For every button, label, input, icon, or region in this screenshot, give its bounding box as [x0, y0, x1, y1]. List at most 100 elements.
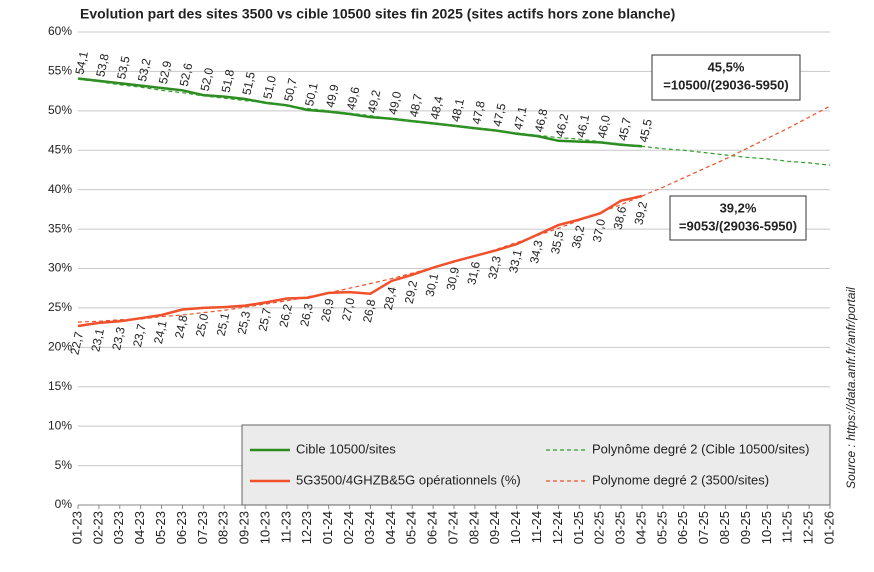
x-tick-label: 10-25: [759, 511, 774, 544]
x-tick-label: 10-23: [257, 511, 272, 544]
data-label: 49,2: [365, 88, 384, 114]
data-label: 25,3: [235, 310, 254, 336]
x-tick-label: 08-24: [466, 511, 481, 544]
y-tick-label: 60%: [48, 24, 72, 38]
data-label: 27,0: [339, 296, 358, 322]
data-label: 49,6: [344, 85, 363, 111]
series-line: [77, 77, 643, 148]
x-tick-label: 11-24: [529, 511, 544, 543]
data-label: 52,6: [177, 62, 196, 88]
y-tick-label: 15%: [48, 379, 72, 393]
x-tick-label: 07-24: [445, 511, 460, 544]
y-tick-label: 45%: [48, 142, 72, 156]
data-label: 38,6: [611, 205, 630, 231]
data-label: 45,7: [615, 116, 634, 142]
data-label: 23,1: [88, 327, 107, 353]
x-tick-label: 05-23: [153, 511, 168, 544]
data-label: 24,8: [172, 314, 191, 340]
data-label: 49,0: [386, 90, 405, 116]
data-label: 31,6: [464, 260, 483, 286]
data-label: 29,2: [402, 279, 421, 305]
x-tick-label: 03-24: [362, 511, 377, 544]
data-label: 28,4: [381, 285, 400, 311]
data-label: 25,7: [255, 306, 274, 332]
x-tick-label: 02-23: [90, 511, 105, 544]
x-tick-label: 02-25: [592, 511, 607, 544]
y-tick-label: 10%: [48, 418, 72, 432]
chart-title: Evolution part des sites 3500 vs cible 1…: [80, 6, 675, 22]
data-label: 49,9: [323, 83, 342, 109]
data-label: 50,1: [302, 81, 321, 107]
x-tick-label: 04-23: [132, 511, 147, 544]
x-tick-label: 06-24: [425, 511, 440, 544]
annotation-box: [669, 195, 807, 241]
x-tick-label: 07-23: [195, 511, 210, 544]
data-label: 51,5: [239, 70, 258, 96]
x-tick-label: 08-23: [216, 511, 231, 544]
legend-label: Cible 10500/sites: [296, 441, 396, 456]
legend-label: 5G3500/4GHZB&5G opérationnels (%): [296, 472, 521, 487]
x-tick-label: 04-25: [633, 511, 648, 544]
x-tick-label: 09-23: [237, 511, 252, 544]
x-tick-label: 12-25: [801, 511, 816, 544]
data-label: 48,1: [448, 97, 467, 123]
source: Source : https://data.anfr.fr/anfr/porta…: [844, 287, 858, 489]
data-label: 48,4: [427, 95, 446, 121]
x-tick-label: 08-25: [717, 511, 732, 544]
x-tick-label: 01-24: [320, 511, 335, 544]
x-tick-label: 05-25: [654, 511, 669, 544]
x-tick-label: 11-25: [780, 511, 795, 543]
data-label: 39,2: [631, 200, 650, 226]
data-label: 36,2: [569, 224, 588, 250]
x-tick-label: 10-24: [508, 511, 523, 544]
data-label: 51,0: [260, 74, 279, 100]
data-label: 30,9: [443, 265, 462, 291]
data-label: 46,0: [595, 114, 614, 140]
data-label: 48,7: [407, 92, 426, 118]
x-tick-label: 01-26: [821, 511, 836, 544]
data-label: 22,7: [67, 330, 86, 356]
annotation-text: 39,2%: [720, 200, 757, 215]
data-label: 30,1: [423, 272, 442, 298]
data-label: 46,2: [553, 112, 572, 138]
data-label: 23,7: [130, 322, 149, 348]
data-label: 52,9: [156, 59, 175, 85]
legend-label: Polynome degré 2 (3500/sites): [592, 472, 769, 487]
data-label: 34,3: [527, 239, 546, 265]
y-tick-label: 0%: [55, 497, 73, 511]
data-label: 53,8: [93, 52, 112, 78]
x-tick-label: 09-25: [738, 511, 753, 544]
trend-line: [77, 78, 831, 166]
data-label: 53,5: [114, 54, 133, 80]
data-label: 51,8: [219, 68, 238, 94]
data-label: 25,0: [193, 312, 212, 338]
data-label: 53,2: [135, 57, 154, 83]
x-tick-label: 05-24: [404, 511, 419, 544]
annotation-text: =9053/(29036-5950): [679, 218, 797, 233]
x-tick-label: 09-24: [487, 511, 502, 544]
x-tick-label: 07-25: [696, 511, 711, 544]
data-label: 35,5: [548, 229, 567, 255]
data-label: 33,1: [506, 248, 525, 274]
data-label: 32,3: [485, 254, 504, 280]
data-label: 52,0: [198, 66, 217, 92]
legend-label: Polynôme degré 2 (Cible 10500/sites): [592, 441, 810, 456]
y-tick-label: 50%: [48, 103, 72, 117]
data-label: 46,1: [574, 113, 593, 139]
x-tick-label: 02-24: [341, 511, 356, 544]
data-label: 26,9: [318, 297, 337, 323]
data-label: 24,1: [151, 319, 170, 345]
data-label: 26,8: [360, 298, 379, 324]
y-tick-label: 20%: [48, 340, 72, 354]
y-tick-label: 5%: [55, 458, 73, 472]
y-tick-label: 25%: [48, 300, 72, 314]
data-label: 26,3: [297, 302, 316, 328]
data-label: 23,3: [109, 325, 128, 351]
x-tick-label: 12-23: [299, 511, 314, 544]
annotation-text: =10500/(29036-5950): [663, 77, 788, 92]
x-tick-label: 06-23: [174, 511, 189, 544]
x-tick-label: 01-25: [571, 511, 586, 544]
y-tick-label: 55%: [48, 64, 72, 78]
data-label: 25,1: [214, 311, 233, 337]
